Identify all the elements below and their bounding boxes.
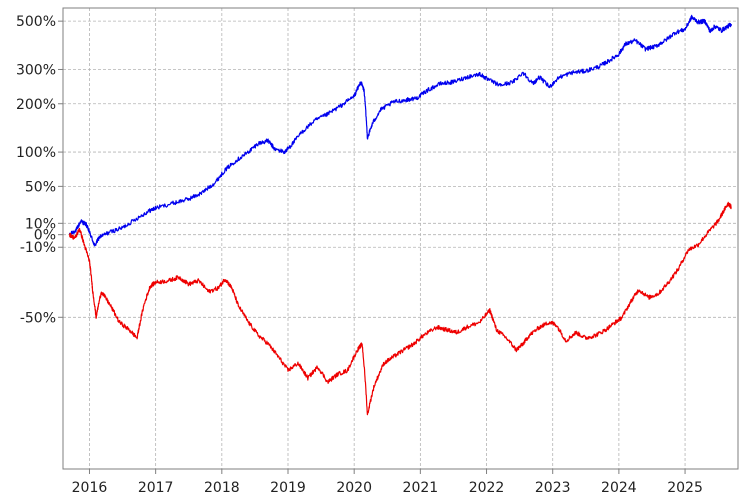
y-tick-label: 0% bbox=[34, 228, 56, 244]
y-tick-label: 300% bbox=[16, 62, 56, 78]
series-line-1 bbox=[69, 201, 732, 416]
x-tick-label: 2024 bbox=[601, 480, 637, 496]
x-tick-label: 2021 bbox=[403, 480, 439, 496]
y-tick-label: -10% bbox=[20, 240, 56, 256]
y-tick-label: 10% bbox=[25, 216, 56, 232]
y-tick-label: 200% bbox=[16, 97, 56, 113]
x-axis: 2016 2017 2018 2019 2020 2021 2022 2023 2024 2025 bbox=[72, 469, 703, 496]
x-tick-label: 2018 bbox=[204, 480, 240, 496]
y-tick-label: 100% bbox=[16, 145, 56, 161]
plot-frame bbox=[62, 7, 739, 470]
x-tick-label: 2020 bbox=[336, 480, 372, 496]
y-tick-label: 50% bbox=[25, 179, 56, 195]
x-tick-label: 2016 bbox=[72, 480, 108, 496]
x-tick-label: 2017 bbox=[138, 480, 174, 496]
series-lines bbox=[69, 14, 732, 416]
series-line-0 bbox=[69, 14, 732, 247]
y-axis: 500% 300% 200% 100% 50% 10%0%-10% -50% bbox=[16, 14, 63, 326]
x-tick-label: 2019 bbox=[270, 480, 306, 496]
x-tick-label: 2025 bbox=[667, 480, 703, 496]
x-tick-label: 2023 bbox=[535, 480, 571, 496]
y-tick-label: -50% bbox=[20, 310, 56, 326]
y-tick-label: 500% bbox=[16, 14, 56, 30]
x-tick-label: 2022 bbox=[469, 480, 505, 496]
